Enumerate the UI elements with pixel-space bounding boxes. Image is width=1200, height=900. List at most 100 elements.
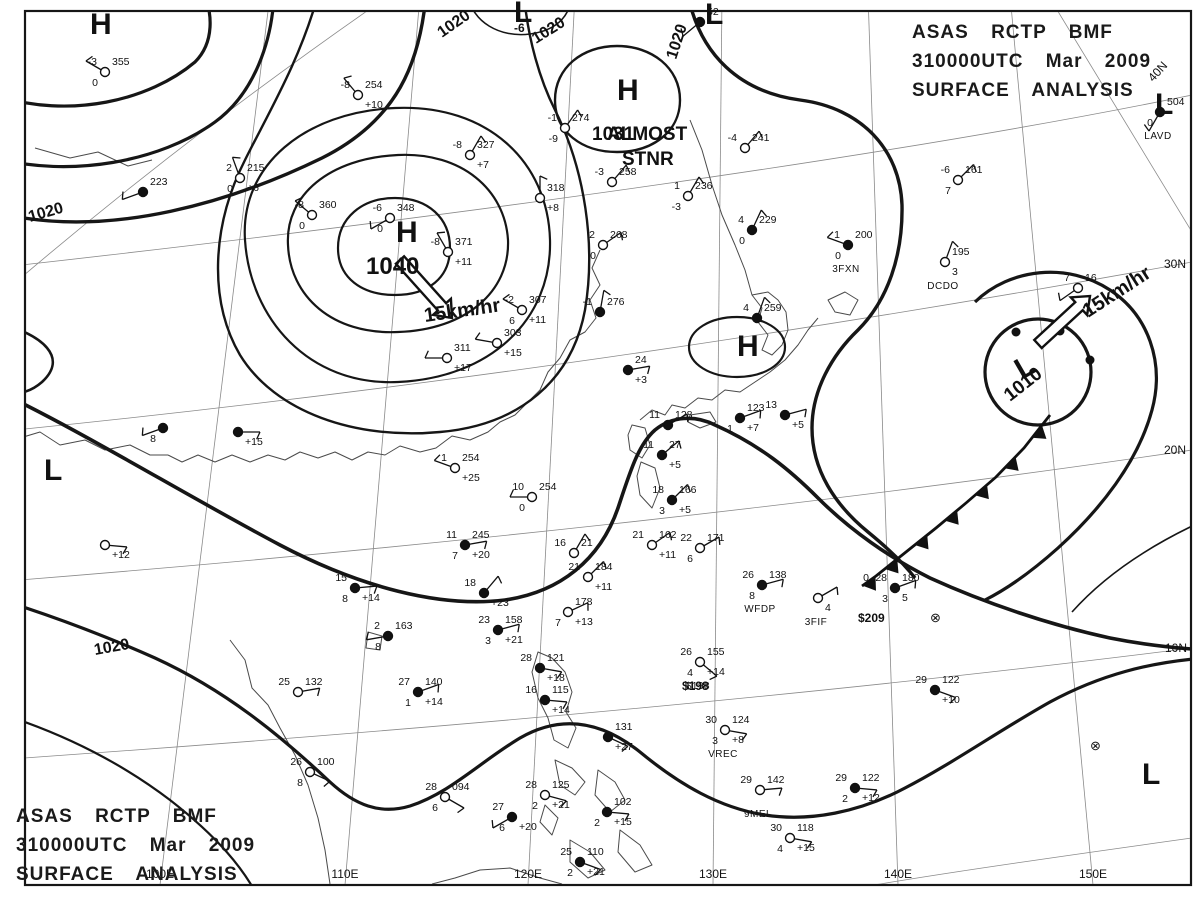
- station-pressure: 161: [965, 164, 983, 176]
- wind-barb-tick: [480, 135, 487, 143]
- station-plot: 178 +13 7: [555, 596, 593, 629]
- wind-barb-tick: [343, 75, 352, 79]
- wind-barb-tick: [836, 586, 839, 596]
- station-plot: +15: [232, 426, 263, 448]
- wind-barb-tick: [709, 675, 718, 681]
- station-change: +3: [635, 374, 647, 386]
- high-center: H: [617, 74, 639, 107]
- station-plot: 303 +15: [474, 327, 522, 359]
- station-pressure: 371: [455, 236, 473, 248]
- station-circle: [304, 766, 316, 778]
- station-circle: [779, 409, 791, 421]
- wind-barb-tick: [85, 55, 93, 62]
- station-circle: [382, 630, 394, 642]
- wind-barb-tick: [680, 28, 684, 37]
- station-change: +14: [552, 704, 570, 716]
- station-weather: -9: [549, 133, 558, 145]
- station-plot: 4 229 0: [738, 209, 777, 247]
- wind-barb-tick: [517, 624, 520, 633]
- station-pressure: 142: [767, 774, 785, 786]
- wind-barb-tick: [872, 789, 878, 798]
- station-change: 3: [952, 266, 958, 278]
- station-change: +10: [942, 694, 960, 706]
- wind-barb-tick: [256, 431, 261, 440]
- station-pressure: 245: [472, 529, 490, 541]
- station-circle: [666, 494, 678, 506]
- wind-barb-tick: [647, 366, 651, 375]
- station-circle: [601, 806, 613, 818]
- station-temp: -6: [941, 164, 950, 176]
- wind-barb-tick: [317, 688, 321, 697]
- station-temp: 11: [649, 409, 660, 421]
- station-change: +11: [659, 549, 676, 561]
- station-temp: 28: [520, 652, 532, 664]
- station-pressure: 21: [581, 537, 593, 549]
- station-change: +27: [615, 741, 633, 753]
- station-circle: [849, 782, 861, 794]
- station-plot: 131 +27: [602, 721, 633, 753]
- station-plot: 28 125 +21 2: [525, 779, 570, 812]
- station-id-label: WFDP: [744, 604, 775, 615]
- station-pressure: 307: [529, 294, 547, 306]
- station-temp: 26: [680, 646, 692, 658]
- station-change: +15: [614, 816, 632, 828]
- wind-barb-tick: [620, 232, 624, 241]
- station-pressure: 254: [365, 79, 383, 91]
- station-weather: 6: [432, 802, 438, 814]
- station-circle: [157, 422, 169, 434]
- station-plot: -8 254 +10: [341, 75, 383, 111]
- station-temp: -8: [453, 139, 462, 151]
- station-plot: 26 138 8 WFDP: [742, 569, 786, 615]
- station-circle: [656, 449, 668, 461]
- wind-barb-tick: [491, 819, 494, 829]
- wind-barb-tick: [562, 701, 568, 710]
- wind-barb-tick: [484, 541, 488, 550]
- product-name: ASAS RCTP BMF: [912, 22, 1113, 43]
- wind-barb-tick: [457, 807, 465, 814]
- station-temp: -3: [88, 56, 97, 68]
- wind-barb-tick: [718, 536, 721, 546]
- station-temp: 10: [512, 481, 524, 493]
- station-pressure: 195: [952, 246, 970, 258]
- station-temp: 11: [643, 439, 654, 451]
- station-circle: [526, 491, 538, 503]
- station-weather: 2: [567, 867, 573, 879]
- wind-barb-tick: [437, 684, 440, 693]
- station-pressure: 178: [575, 596, 593, 608]
- station-temp: 27: [398, 676, 410, 688]
- station-weather: 3: [659, 505, 665, 517]
- station-change: +20: [472, 549, 490, 561]
- wind-barb-tick: [826, 231, 834, 238]
- station-circle: [441, 352, 453, 364]
- station-plot: 26 155 +14 4 $198: [680, 646, 725, 692]
- station-circle: [694, 542, 706, 554]
- graticule-meridians: [159, 12, 1190, 884]
- movement-speed-label: 15km/hr: [1079, 262, 1155, 322]
- station-pressure: 123: [747, 402, 765, 414]
- cold-front: [861, 326, 1095, 591]
- station-circle: [442, 246, 454, 258]
- station-circle: [539, 694, 551, 706]
- station-plot: -1 274 -9: [548, 109, 590, 145]
- isobar-label: 1020: [664, 22, 691, 61]
- station-circle: [719, 724, 731, 736]
- station-plot: -6 348 0: [369, 202, 415, 235]
- station-change: +25: [462, 472, 480, 484]
- station-circle: [929, 684, 941, 696]
- wind-barb-tick: [1143, 124, 1150, 132]
- station-plot: 28 121 +18: [520, 652, 565, 684]
- station-circle: [602, 731, 614, 743]
- station-pressure: 259: [764, 302, 782, 314]
- station-plot: -2 307 +11 6: [502, 293, 547, 327]
- station-circle: [734, 412, 746, 424]
- title-block-top-right: ASAS RCTP BMF 310000UTC Mar 2009 SURFACE…: [912, 18, 1151, 105]
- station-temp: 29: [835, 772, 847, 784]
- station-plot: 16 115 +14: [525, 684, 570, 716]
- movement-arrow: [394, 254, 454, 320]
- station-weather: 3: [485, 635, 491, 647]
- station-id-label: $198: [686, 681, 710, 692]
- wind-barb-tick: [624, 813, 630, 822]
- isobar-label: 1020: [93, 636, 131, 659]
